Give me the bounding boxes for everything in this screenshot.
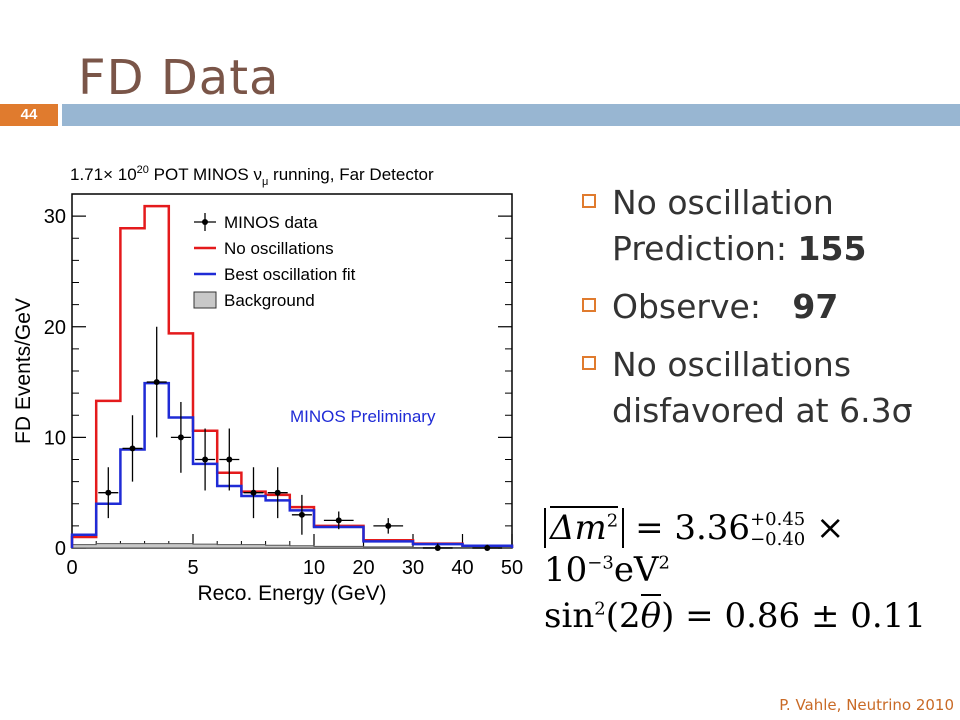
fd-histogram-chart: 1.71× 1020 POT MINOS νμ running, Far Det… — [12, 164, 523, 605]
y-tick-label: 30 — [44, 206, 66, 228]
dm-exp: −3 — [587, 552, 614, 574]
bullet-strong: 97 — [792, 287, 839, 326]
dm-symbol: Δm — [550, 508, 607, 548]
data-point — [274, 489, 281, 496]
page-number: 44 — [0, 104, 58, 126]
sin-arg-close: ) — [661, 596, 675, 636]
bullet-observe: Observe: 97 — [582, 284, 952, 330]
legend-label: Background — [224, 291, 315, 310]
chart-title: 1.71× 1020 POT MINOS νμ running, Far Det… — [70, 164, 434, 188]
data-point — [226, 456, 233, 463]
data-point — [250, 489, 257, 496]
legend-label: MINOS data — [224, 213, 318, 232]
title-rule — [62, 104, 960, 126]
x-tick-label: 50 — [501, 557, 523, 579]
y-axis-label: FD Events/GeV — [12, 298, 35, 444]
legend-label: No oscillations — [224, 239, 334, 258]
data-point — [177, 434, 184, 441]
x-tick-label: 10 — [303, 557, 325, 579]
dm-minus: −0.40 — [750, 529, 806, 550]
footer-credit: P. Vahle, Neutrino 2010 — [779, 696, 954, 714]
data-point — [153, 379, 160, 386]
theta-symbol: θ — [640, 594, 662, 636]
sin2-formula: sin2(2θ) = 0.86 ± 0.11 — [544, 594, 926, 636]
data-point — [298, 511, 305, 518]
sin-power: 2 — [594, 598, 606, 620]
y-tick-label: 20 — [44, 317, 66, 339]
data-point — [385, 522, 392, 529]
dm2-formula: Δm2 = 3.36+0.45 −0.40 × 10−3eV2 — [544, 506, 960, 590]
slide-title: FD Data — [78, 50, 280, 106]
x-tick-label: 0 — [66, 557, 77, 579]
y-tick-label: 10 — [44, 427, 66, 449]
series-best-fit — [70, 381, 514, 548]
dm-unit: eV — [613, 550, 659, 590]
bullet-box-icon — [582, 356, 596, 370]
bullet-text: No oscillations disfavored at 6.3σ — [612, 345, 913, 430]
bullet-disfavored: No oscillations disfavored at 6.3σ — [582, 342, 952, 434]
bullet-list: No oscillation Prediction: 155 Observe: … — [582, 180, 952, 446]
chart-annotation: MINOS Preliminary — [290, 407, 436, 426]
bullet-strong: 155 — [797, 229, 867, 268]
data-point — [335, 517, 342, 524]
overline-dm: Δm2 — [550, 506, 619, 548]
bullet-prediction: No oscillation Prediction: 155 — [582, 180, 952, 272]
series-background — [71, 543, 513, 549]
x-tick-label: 5 — [187, 557, 198, 579]
legend-fill-marker — [193, 291, 217, 309]
data-point — [484, 545, 491, 551]
data-point — [202, 456, 209, 463]
dm-errors: +0.45 −0.40 — [750, 510, 805, 550]
dm-power: 2 — [606, 510, 619, 532]
dm-unit-power: 2 — [658, 552, 670, 574]
dm-plus: +0.45 — [750, 509, 806, 530]
sin-arg-open: (2 — [605, 596, 641, 636]
x-tick-label: 40 — [451, 557, 473, 579]
data-point — [105, 489, 112, 496]
bullet-box-icon — [582, 194, 596, 208]
legend-data-marker — [202, 219, 208, 225]
bullet-box-icon — [582, 298, 596, 312]
dm-times: × 10 — [544, 508, 845, 590]
abs-bars: Δm2 — [544, 506, 625, 548]
bullet-text: No oscillation Prediction: — [612, 183, 834, 268]
x-axis-label: Reco. Energy (GeV) — [197, 582, 386, 605]
sin-value: = 0.86 ± 0.11 — [685, 596, 926, 636]
sin-label: sin — [544, 596, 595, 636]
data-point — [129, 445, 136, 452]
y-tick-label: 0 — [55, 538, 66, 560]
dm-value: = 3.36 — [635, 508, 751, 548]
bullet-text: Observe: — [612, 287, 793, 326]
x-tick-label: 20 — [352, 557, 374, 579]
legend-label: Best oscillation fit — [224, 265, 356, 284]
x-tick-label: 30 — [402, 557, 424, 579]
data-point — [434, 545, 441, 551]
